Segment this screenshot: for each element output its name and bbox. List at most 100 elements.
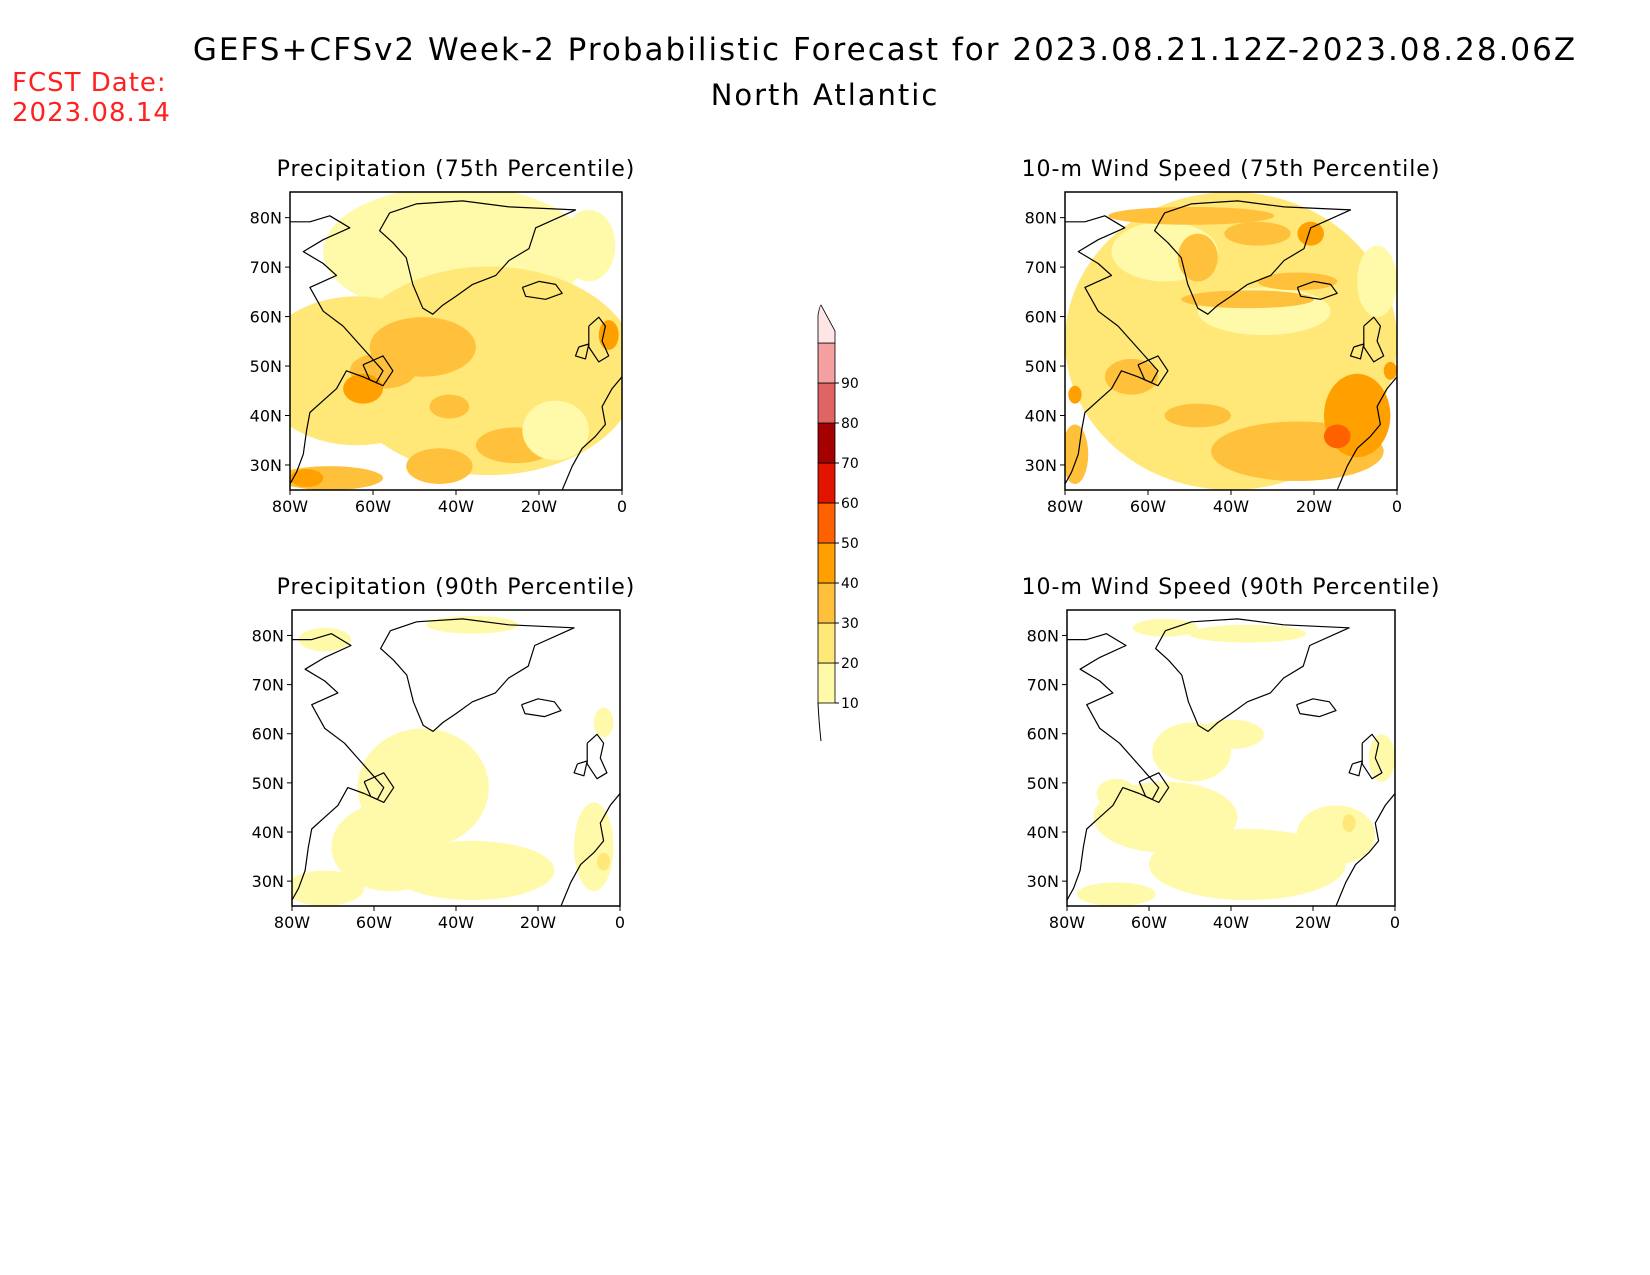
colorbar-label: 10 (841, 696, 859, 712)
lon-tick-label: 60W (355, 497, 391, 516)
coastline (573, 760, 588, 777)
colorbar-label: 20 (841, 656, 859, 672)
forecast-date-value: 2023.08.14 (12, 98, 171, 128)
lat-tick-label: 70N (1027, 676, 1059, 695)
lat-tick-label: 70N (1025, 258, 1057, 277)
contour-region (598, 320, 619, 350)
lon-tick-label: 80W (1049, 913, 1085, 932)
contour-region (1149, 829, 1346, 901)
coastline (1336, 376, 1397, 490)
coastline (1348, 760, 1363, 777)
coastline (292, 633, 385, 901)
lon-tick-label: 40W (438, 497, 474, 516)
lat-tick-label: 80N (252, 626, 284, 645)
contour-region (292, 870, 365, 906)
colorbar-swatch (817, 622, 836, 664)
lat-tick-label: 80N (1027, 626, 1059, 645)
coastline (363, 772, 395, 804)
coastlines (1067, 618, 1395, 906)
coastline (574, 343, 590, 360)
contour-region (1342, 814, 1356, 832)
coastlines (292, 618, 620, 906)
lon-tick-label: 60W (1130, 497, 1166, 516)
contour-region (429, 394, 470, 419)
colorbar-swatch (817, 422, 836, 464)
coastline (290, 215, 384, 485)
contour-region (1104, 358, 1158, 395)
contour-region (390, 840, 555, 901)
lat-tick-label: 30N (1025, 456, 1057, 475)
contour-region (1076, 882, 1156, 906)
coastline (1296, 698, 1337, 718)
lat-tick-label: 30N (250, 456, 282, 475)
probability-fill (1067, 610, 1395, 906)
colorbar-label: 80 (841, 416, 859, 432)
lat-tick-label: 60N (252, 725, 284, 744)
colorbar-swatch (817, 542, 836, 584)
contour-region (1132, 618, 1199, 637)
contour-region (1383, 361, 1397, 380)
colorbar-swatch (817, 304, 836, 344)
map-panel-3: Precipitation (90th Percentile) 80N 70N 60N… (252, 575, 636, 932)
map-panel-4: 10-m Wind Speed (90th Percentile) 80N 70N 6… (1022, 575, 1440, 932)
contour-region (1068, 385, 1082, 404)
lat-tick-label: 40N (250, 407, 282, 426)
contour-region (1297, 221, 1324, 246)
coastline (1363, 316, 1385, 363)
coastline (1154, 618, 1350, 733)
contour-region (1296, 805, 1376, 865)
colorbar-swatch (817, 462, 836, 504)
lon-tick-label: 40W (1213, 913, 1249, 932)
lon-tick-label: 20W (1296, 497, 1332, 516)
contour-region (1357, 245, 1397, 318)
coastline (1138, 772, 1170, 804)
lon-tick-label: 20W (520, 913, 556, 932)
lon-tick-label: 20W (1295, 913, 1331, 932)
contour-region (1096, 778, 1136, 809)
lon-tick-label: 20W (521, 497, 557, 516)
probability-fill (290, 192, 622, 490)
lon-tick-label: 60W (1131, 913, 1167, 932)
lon-tick-label: 0 (617, 497, 627, 516)
contour-region (522, 400, 589, 461)
colorbar-label: 60 (841, 496, 859, 512)
panel-title: Precipitation (75th Percentile) (277, 157, 636, 182)
probability-fill (292, 610, 620, 906)
coastline (560, 793, 620, 906)
contour-region (593, 707, 614, 738)
main-title: GEFS+CFSv2 Week-2 Probabilistic Forecast… (192, 32, 1578, 68)
lat-tick-label: 40N (252, 823, 284, 842)
panel-title: Precipitation (90th Percentile) (277, 575, 636, 600)
region-subtitle: North Atlantic (710, 78, 940, 112)
lon-tick-label: 0 (615, 913, 625, 932)
lon-tick-label: 40W (438, 913, 474, 932)
lon-tick-label: 80W (274, 913, 310, 932)
lon-tick-label: 80W (272, 497, 308, 516)
lat-tick-label: 30N (1027, 872, 1059, 891)
coastline (362, 355, 394, 387)
colorbar: 10 20 30 40 50 60 70 80 90 (817, 304, 859, 742)
coastline (1137, 355, 1169, 387)
lat-tick-label: 50N (1027, 774, 1059, 793)
colorbar-swatch (817, 662, 836, 704)
lat-tick-label: 50N (250, 357, 282, 376)
panel-title: 10-m Wind Speed (75th Percentile) (1022, 157, 1441, 182)
colorbar-swatch (817, 582, 836, 624)
coastlines (1065, 200, 1397, 490)
contour-region (290, 469, 324, 488)
coastline (1361, 733, 1383, 780)
coastline (1349, 343, 1365, 360)
coastlines (290, 200, 622, 490)
colorbar-swatch (817, 382, 836, 424)
coastline (1065, 215, 1159, 485)
lon-tick-label: 60W (356, 913, 392, 932)
lon-tick-label: 0 (1390, 913, 1400, 932)
lat-tick-label: 70N (252, 676, 284, 695)
lat-tick-label: 30N (252, 872, 284, 891)
map-panel-2: 10-m Wind Speed (75th Percentile) 80N 70N 6… (1022, 157, 1441, 516)
lon-tick-label: 40W (1213, 497, 1249, 516)
contour-region (1224, 221, 1291, 246)
coastline (586, 733, 608, 780)
coastline (521, 280, 563, 300)
contour-region (343, 373, 383, 404)
